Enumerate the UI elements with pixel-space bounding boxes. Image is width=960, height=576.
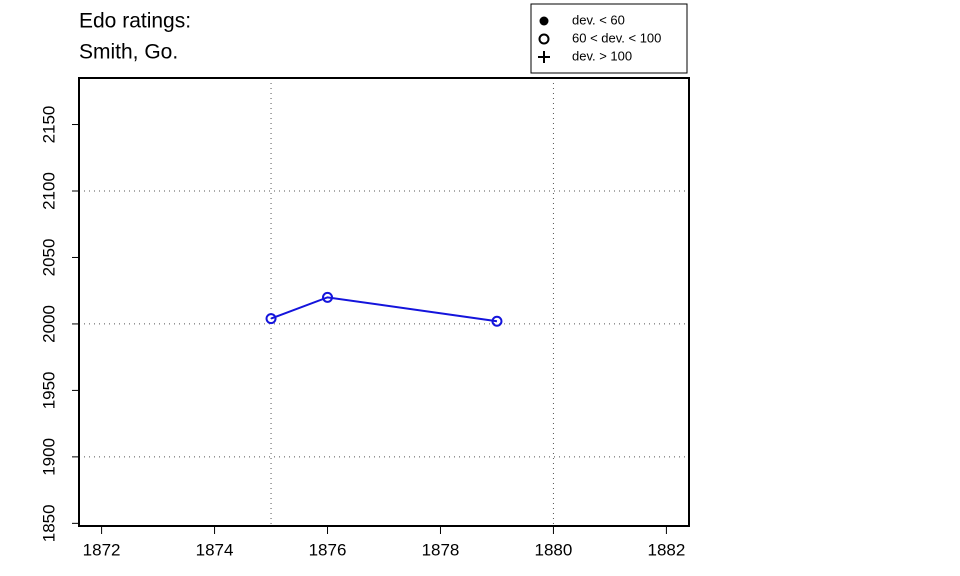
legend-box — [530, 3, 688, 74]
y-tick-label: 2100 — [39, 172, 58, 210]
y-tick-label: 1900 — [39, 438, 58, 476]
chart-subtitle: Smith, Go. — [79, 41, 178, 64]
x-tick-label: 1874 — [196, 540, 234, 559]
x-tick-label: 1878 — [422, 540, 460, 559]
chart-title: Edo ratings: — [79, 10, 191, 33]
y-tick-label: 1950 — [39, 371, 58, 409]
legend-label: dev. < 60 — [572, 12, 625, 27]
y-tick-label: 2000 — [39, 305, 58, 343]
legend-label: 60 < dev. < 100 — [572, 30, 661, 45]
legend-label: dev. > 100 — [572, 48, 632, 63]
y-tick-label: 2150 — [39, 106, 58, 144]
legend-marker — [538, 33, 550, 45]
y-tick-label: 2050 — [39, 239, 58, 277]
legend-marker — [538, 51, 550, 63]
legend-marker — [539, 16, 549, 26]
data-point — [491, 315, 503, 327]
x-tick-label: 1882 — [647, 540, 685, 559]
data-point — [322, 291, 334, 303]
plot-frame — [78, 77, 690, 527]
series-line — [270, 296, 498, 323]
x-tick-label: 1872 — [83, 540, 121, 559]
x-tick-label: 1876 — [309, 540, 347, 559]
y-tick-label: 1850 — [39, 504, 58, 542]
data-point — [265, 313, 277, 325]
x-tick-label: 1880 — [535, 540, 573, 559]
